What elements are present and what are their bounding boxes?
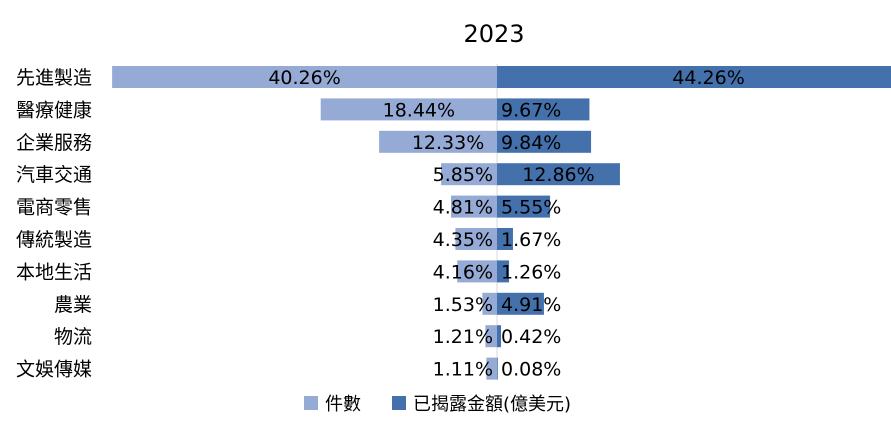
category-label: 電商零售 — [16, 197, 92, 219]
bar-count — [320, 98, 497, 121]
value-label-count: 12.33% — [412, 132, 484, 154]
bar-amount — [497, 195, 551, 218]
value-label-amount: 1.26% — [501, 261, 561, 283]
bar-amount — [497, 130, 592, 153]
bar-amount — [497, 292, 544, 315]
value-label-count: 4.81% — [433, 197, 493, 219]
bars-group — [112, 66, 891, 380]
bar-count — [482, 292, 497, 315]
legend-label-count: 件數 — [325, 394, 361, 415]
bar-amount — [497, 163, 620, 186]
value-label-amount: 4.91% — [501, 294, 561, 316]
chart-title: 2023 — [463, 20, 524, 48]
category-label: 農業 — [54, 294, 92, 316]
value-label-amount: 0.42% — [501, 326, 561, 348]
bar-amount — [497, 260, 510, 283]
value-label-count: 1.21% — [433, 326, 493, 348]
bar-amount — [497, 228, 513, 250]
value-label-amount: 1.67% — [501, 229, 561, 251]
bar-count — [451, 195, 497, 218]
value-label-count: 18.44% — [383, 99, 455, 121]
bar-count — [441, 163, 497, 186]
category-label: 醫療健康 — [16, 99, 92, 121]
legend-label-amount: 已揭露金額(億美元) — [413, 394, 571, 415]
category-label: 先進製造 — [16, 67, 92, 89]
category-label: 汽車交通 — [16, 164, 92, 186]
bar-amount — [497, 357, 498, 380]
value-label-amount: 9.67% — [501, 99, 561, 121]
value-labels-group: 40.26% 44.26% 18.44% 9.67% 12.33% 9.84% 5.85% 1… — [268, 67, 744, 381]
bar-count — [455, 228, 497, 250]
legend-swatch-count — [304, 396, 318, 410]
bar-amount — [497, 66, 891, 88]
bar-count — [485, 325, 497, 348]
value-label-count: 1.53% — [433, 294, 493, 316]
value-label-count: 1.11% — [433, 359, 493, 381]
value-label-amount: 5.55% — [501, 197, 561, 219]
bar-count — [457, 260, 497, 283]
bar-count — [112, 66, 497, 88]
category-label: 物流 — [54, 326, 92, 348]
value-label-count: 4.16% — [433, 261, 493, 283]
bar-amount — [497, 325, 502, 348]
value-label-count: 40.26% — [268, 67, 340, 89]
bar-count — [486, 357, 497, 380]
value-label-count: 4.35% — [433, 229, 493, 251]
value-label-amount: 9.84% — [501, 132, 561, 154]
legend: 件數 已揭露金額(億美元) — [304, 394, 571, 415]
category-label: 本地生活 — [16, 261, 92, 283]
category-label: 文娛傳媒 — [16, 359, 92, 381]
value-label-count: 5.85% — [433, 164, 493, 186]
value-label-amount: 12.86% — [522, 164, 594, 186]
value-label-amount: 44.26% — [672, 67, 744, 89]
category-label: 傳統製造 — [16, 229, 92, 251]
bar-amount — [497, 98, 590, 121]
bar-count — [379, 130, 497, 153]
value-label-amount: 0.08% — [501, 359, 561, 381]
legend-swatch-amount — [392, 396, 406, 410]
category-label: 企業服務 — [16, 132, 92, 154]
